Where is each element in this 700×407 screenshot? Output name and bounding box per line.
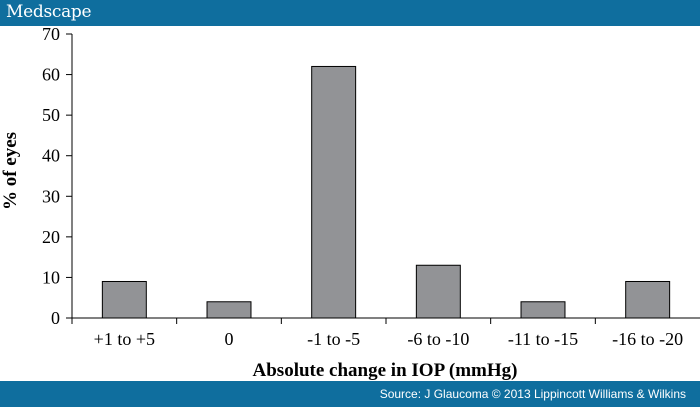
x-axis-label: Absolute change in IOP (mmHg) <box>253 360 518 381</box>
y-tick-label: 10 <box>42 267 60 287</box>
y-tick-label: 30 <box>42 186 60 206</box>
source-credit: Source: J Glaucoma © 2013 Lippincott Wil… <box>379 387 686 401</box>
bar <box>520 301 566 319</box>
x-tick-label: -1 to -5 <box>307 329 360 349</box>
x-axis: +1 to +5 0 -1 to -5 -6 to -10 -11 to -15 -16 … <box>71 317 700 349</box>
bar <box>311 65 357 319</box>
y-axis: 0 10 20 30 40 50 60 70 <box>42 26 73 328</box>
bar <box>206 301 252 319</box>
x-tick-label: -6 to -10 <box>407 329 469 349</box>
source-bar: Source: J Glaucoma © 2013 Lippincott Wil… <box>0 381 700 407</box>
y-tick-label: 70 <box>42 26 60 44</box>
bar-chart: 0 10 20 30 40 50 60 70 +1 to +5 0 -1 to -5 -6 to -… <box>0 26 700 381</box>
y-tick-label: 60 <box>42 65 60 85</box>
bar <box>415 264 461 319</box>
brand-bar: Medscape <box>0 0 700 26</box>
y-tick-label: 50 <box>42 105 60 125</box>
bar <box>101 280 147 319</box>
bar <box>625 280 671 319</box>
y-tick-label: 20 <box>42 227 60 247</box>
bars <box>101 65 671 319</box>
x-tick-label: 0 <box>225 329 234 349</box>
x-tick-label: +1 to +5 <box>94 329 155 349</box>
y-axis-label: % of eyes <box>0 132 21 210</box>
x-tick-label: -16 to -20 <box>612 329 683 349</box>
x-tick-label: -11 to -15 <box>508 329 578 349</box>
medscape-logo: Medscape <box>6 2 92 22</box>
y-tick-label: 40 <box>42 146 60 166</box>
y-tick-label: 0 <box>51 308 60 328</box>
